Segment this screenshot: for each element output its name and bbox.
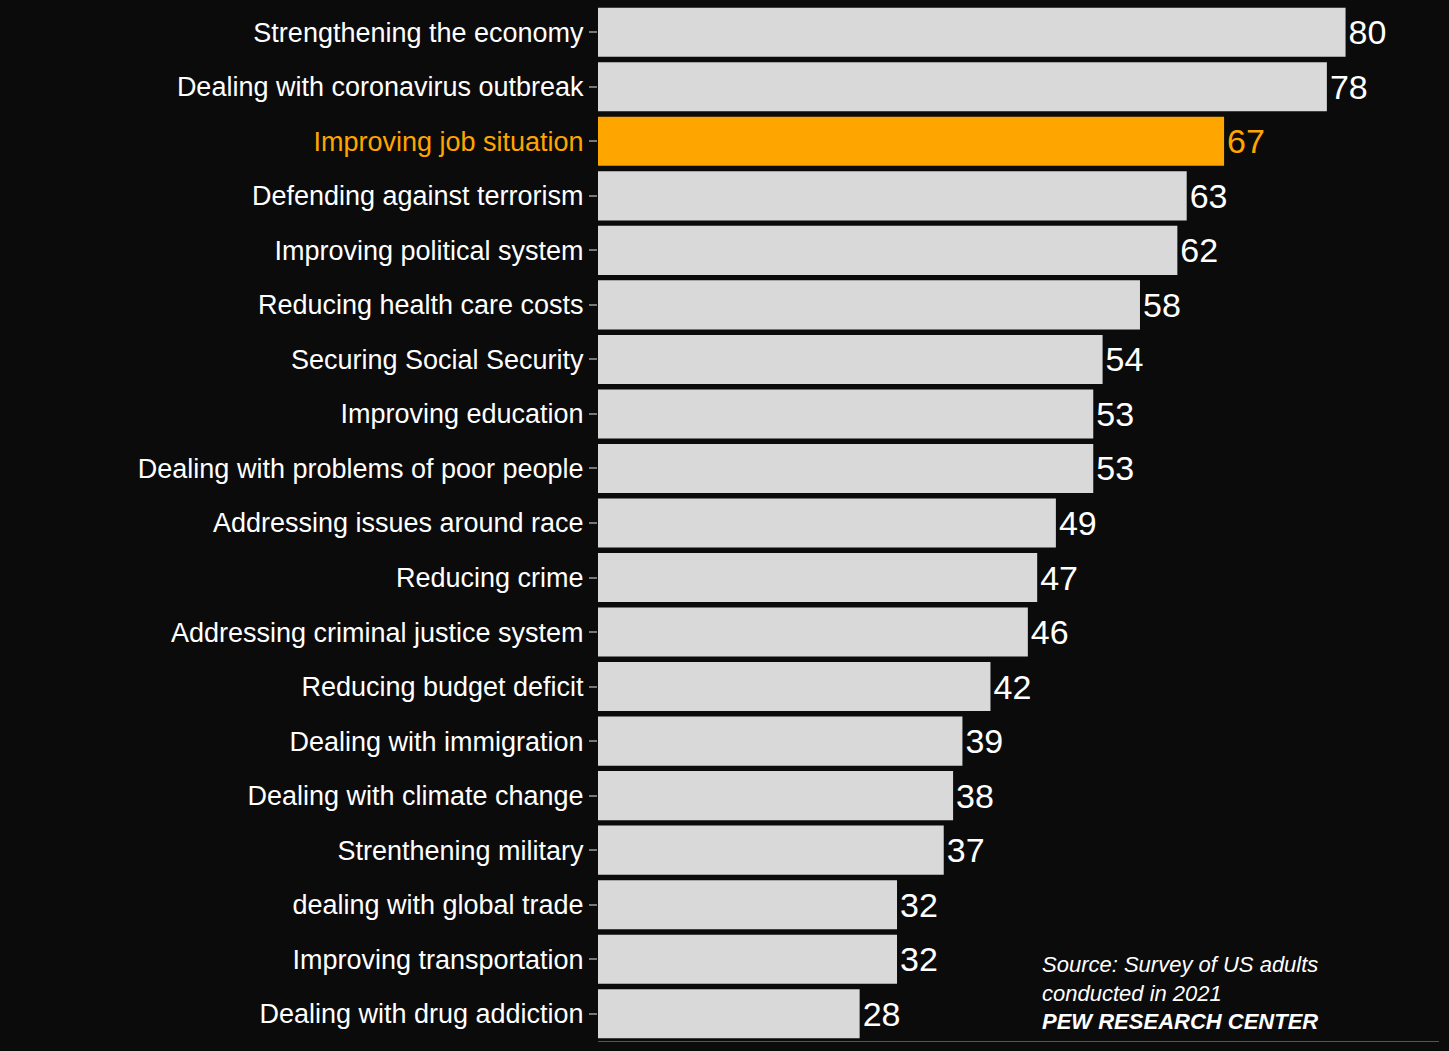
svg-text:53: 53 (1096, 395, 1134, 433)
svg-text:Dealing with climate change: Dealing with climate change (247, 781, 583, 811)
svg-text:Dealing with problems of poor: Dealing with problems of poor people (138, 454, 584, 484)
svg-text:Improving job situation: Improving job situation (313, 127, 583, 157)
svg-text:32: 32 (900, 886, 938, 924)
svg-text:38: 38 (956, 777, 994, 815)
svg-text:54: 54 (1106, 340, 1144, 378)
svg-text:63: 63 (1190, 177, 1228, 215)
svg-text:Addressing criminal justice sy: Addressing criminal justice system (171, 618, 584, 648)
svg-text:Reducing crime: Reducing crime (396, 563, 584, 593)
svg-text:Dealing with coronavirus outbr: Dealing with coronavirus outbreak (177, 72, 584, 102)
svg-text:Improving education: Improving education (340, 399, 583, 429)
svg-text:42: 42 (993, 668, 1031, 706)
svg-text:32: 32 (900, 940, 938, 978)
svg-text:39: 39 (965, 722, 1003, 760)
svg-text:49: 49 (1059, 504, 1097, 542)
svg-text:Strenthening military: Strenthening military (337, 836, 584, 866)
svg-text:Strengthening the economy: Strengthening the economy (253, 18, 584, 48)
svg-text:dealing with global trade: dealing with global trade (292, 890, 583, 920)
svg-text:37: 37 (947, 831, 985, 869)
svg-text:Dealing with immigration: Dealing with immigration (289, 727, 583, 757)
svg-text:Source: Survey of US adultscon: Source: Survey of US adultsconducted in … (1042, 952, 1318, 1034)
svg-text:Securing Social Security: Securing Social Security (291, 345, 584, 375)
svg-text:47: 47 (1040, 559, 1078, 597)
svg-text:Dealing with drug addiction: Dealing with drug addiction (259, 999, 583, 1029)
svg-text:67: 67 (1227, 122, 1265, 160)
svg-text:53: 53 (1096, 449, 1134, 487)
svg-text:Addressing issues around race: Addressing issues around race (213, 508, 584, 538)
svg-text:46: 46 (1031, 613, 1069, 651)
svg-text:Improving transportation: Improving transportation (292, 945, 583, 975)
svg-text:62: 62 (1180, 231, 1218, 269)
svg-text:28: 28 (863, 995, 901, 1033)
svg-text:80: 80 (1349, 13, 1387, 51)
svg-text:58: 58 (1143, 286, 1181, 324)
svg-text:Reducing budget deficit: Reducing budget deficit (301, 672, 584, 702)
svg-text:Improving political system: Improving political system (274, 236, 583, 266)
svg-text:78: 78 (1330, 68, 1368, 106)
svg-text:Defending against terrorism: Defending against terrorism (252, 181, 584, 211)
svg-text:Reducing health care costs: Reducing health care costs (258, 290, 584, 320)
